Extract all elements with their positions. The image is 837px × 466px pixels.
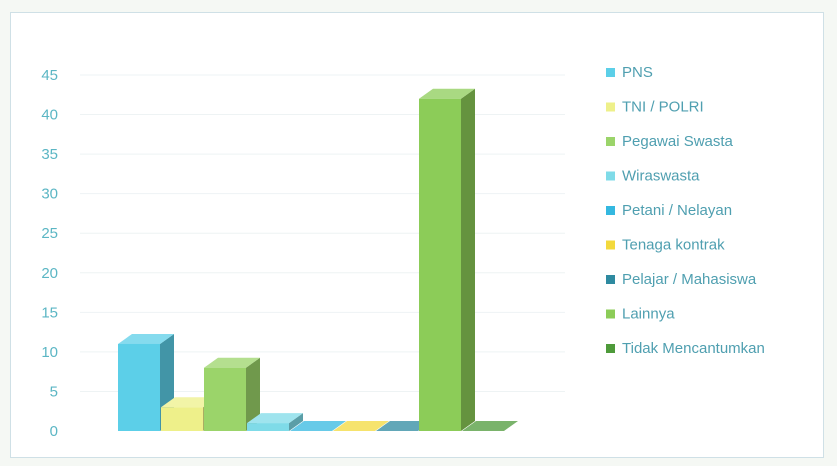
bar [376,421,432,431]
bar-top [247,413,303,424]
y-tick-label: 10 [41,344,58,361]
legend-swatch [606,68,615,77]
bar-side [289,413,303,431]
y-tick-label: 40 [41,107,58,124]
legend-swatch [606,275,615,284]
legend-label: Wiraswasta [622,168,700,185]
legend-label: PNS [622,64,653,81]
y-tick-label: 30 [41,186,58,203]
legend-swatch [606,102,615,112]
bar [204,357,260,431]
legend-label: Pegawai Swasta [622,133,734,150]
bar [247,413,303,431]
legend-label: Tidak Mencantumkan [622,340,765,357]
legend-label: Lainnya [622,306,675,323]
bar-front [161,407,203,431]
bar-front [204,367,246,431]
bar-top [333,421,389,431]
y-tick-label: 15 [41,304,58,321]
y-tick-label: 35 [41,146,58,163]
legend-label: Petani / Nelayan [622,202,732,219]
bar-top [290,421,346,431]
bar-side [461,88,475,431]
bar [290,421,346,431]
bar-top [419,88,475,99]
bar [462,421,518,431]
bar-front [419,98,461,431]
y-tick-label: 45 [41,67,58,84]
bar-top [376,421,432,431]
legend-swatch [606,206,615,215]
legend-label: TNI / POLRI [622,99,704,116]
bar-top [161,397,217,408]
legend-swatch [606,309,615,319]
legend-label: Tenaga kontrak [622,237,725,254]
legend-swatch [606,344,615,353]
bar-side [246,357,260,431]
bar-front [247,423,289,431]
legend-swatch [606,137,615,146]
bar-top [118,333,174,344]
legend-swatch [606,240,615,250]
bar-front [118,343,160,431]
legend-swatch [606,171,615,181]
y-tick-label: 5 [50,383,58,400]
bar-top [462,421,518,431]
legend-label: Pelajar / Mahasiswa [622,271,757,288]
y-tick-label: 20 [41,265,58,282]
y-tick-label: 0 [50,423,58,440]
bar-top [204,357,260,368]
bar [419,88,475,431]
bar [333,421,389,431]
y-tick-label: 25 [41,225,58,242]
